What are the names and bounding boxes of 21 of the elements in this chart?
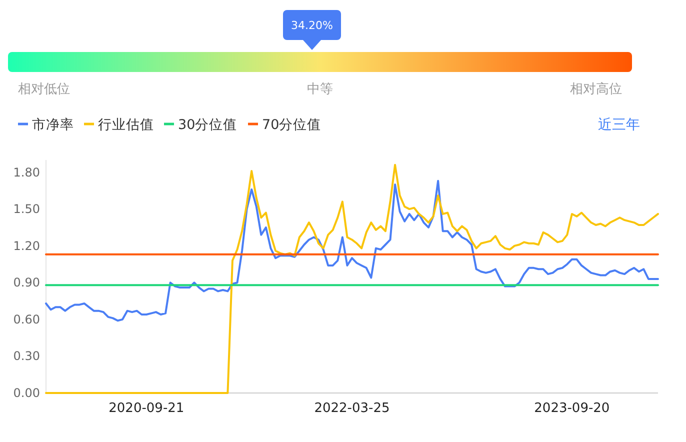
legend-label: 70分位值 xyxy=(262,117,322,133)
y-tick-label: 0.30 xyxy=(13,349,40,364)
y-tick-label: 1.80 xyxy=(13,165,40,180)
text: 近三年 xyxy=(598,117,640,133)
legend-label: 市净率 xyxy=(32,117,74,133)
legend-label: 30分位值 xyxy=(178,117,238,133)
text: 34.20% xyxy=(291,19,333,32)
x-tick-label: 2020-09-21 xyxy=(108,401,184,416)
y-tick-label: 0.00 xyxy=(13,386,40,400)
x-tick-label: 2023-09-20 xyxy=(534,401,610,416)
y-tick-label: 0.60 xyxy=(13,312,40,326)
line-series xyxy=(45,180,659,322)
text: 相对高位 xyxy=(570,81,622,97)
legend-label: 行业估值 xyxy=(98,117,154,133)
text: 中等 xyxy=(307,82,333,97)
text: 相对低位 xyxy=(18,82,70,97)
x-tick-label: 2022-03-25 xyxy=(314,401,390,416)
y-tick-label: 1.20 xyxy=(13,238,40,253)
y-tick-label: 0.90 xyxy=(13,276,40,290)
y-tick-label: 1.50 xyxy=(13,202,40,216)
line-series xyxy=(45,164,659,394)
